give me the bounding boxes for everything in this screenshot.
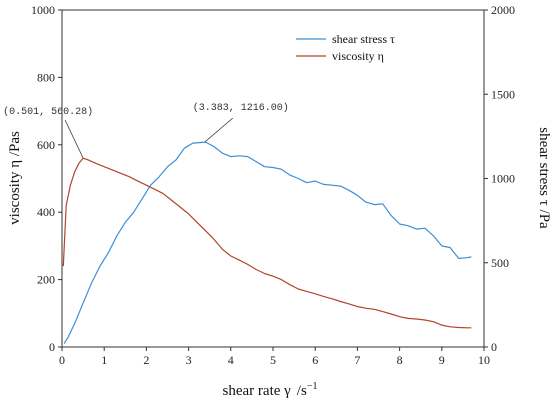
x-axis-ticks: 0 1 2 3 4 5 6 7 8 9 10 xyxy=(59,347,490,367)
x-tick-label: 4 xyxy=(228,353,234,367)
x-tick-label: 5 xyxy=(270,353,276,367)
x-tick-label: 2 xyxy=(143,353,149,367)
left-axis-ticks: 0 200 400 600 800 1000 xyxy=(31,3,62,354)
right-tick-label: 1000 xyxy=(491,172,515,186)
x-tick-label: 8 xyxy=(397,353,403,367)
x-tick-label: 7 xyxy=(354,353,360,367)
left-tick-label: 200 xyxy=(37,273,55,287)
right-tick-label: 2000 xyxy=(491,3,515,17)
x-tick-label: 6 xyxy=(312,353,318,367)
left-tick-label: 0 xyxy=(49,340,55,354)
right-tick-label: 1500 xyxy=(491,87,515,101)
right-axis-ticks: 0 500 1000 1500 2000 xyxy=(484,3,515,354)
x-tick-label: 1 xyxy=(101,353,107,367)
left-tick-label: 1000 xyxy=(31,3,55,17)
x-tick-label: 9 xyxy=(439,353,445,367)
right-tick-label: 500 xyxy=(491,256,509,270)
viscosity-line xyxy=(62,157,472,329)
plot-frame xyxy=(61,9,485,348)
right-axis-title: shear stress τ /Pa xyxy=(536,127,550,229)
x-tick-label: 3 xyxy=(186,353,192,367)
left-tick-label: 400 xyxy=(37,205,55,219)
x-axis-title: shear rate γ/s−1 xyxy=(223,381,318,399)
legend-label: shear stress τ xyxy=(332,32,395,46)
annotation-leader xyxy=(64,120,84,159)
annotation-layer: (0.501, 560.28) (3.383, 1216.00) xyxy=(3,102,289,159)
right-tick-label: 0 xyxy=(491,340,497,354)
legend-label: viscosity η xyxy=(332,49,384,63)
x-tick-label: 0 xyxy=(59,353,65,367)
legend: shear stress τ viscosity η xyxy=(296,32,395,63)
annotation-label: (0.501, 560.28) xyxy=(3,106,93,118)
left-axis-title: viscosity η /Pas xyxy=(7,131,23,225)
annotation-label: (3.383, 1216.00) xyxy=(193,102,289,114)
annotation-leader xyxy=(204,117,234,143)
series-layer xyxy=(62,141,472,344)
shear-stress-line xyxy=(63,141,472,344)
left-tick-label: 800 xyxy=(37,70,55,84)
left-tick-label: 600 xyxy=(37,138,55,152)
x-tick-label: 10 xyxy=(478,353,490,367)
plot-border xyxy=(61,9,485,348)
